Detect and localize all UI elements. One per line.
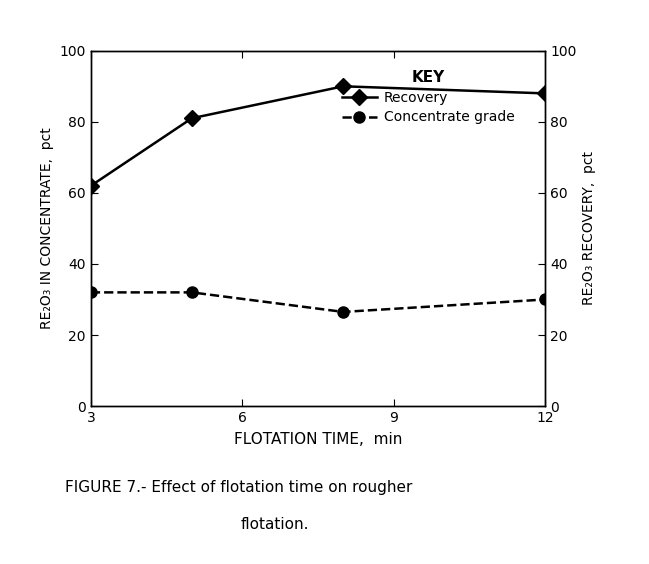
Text: flotation.: flotation. <box>240 517 309 532</box>
X-axis label: FLOTATION TIME,  min: FLOTATION TIME, min <box>234 432 402 447</box>
Y-axis label: RE₂O₃ IN CONCENTRATE,  pct: RE₂O₃ IN CONCENTRATE, pct <box>40 127 54 329</box>
Text: FIGURE 7.- Effect of flotation time on rougher: FIGURE 7.- Effect of flotation time on r… <box>65 481 412 495</box>
Y-axis label: RE₂O₃ RECOVERY,  pct: RE₂O₃ RECOVERY, pct <box>582 151 596 306</box>
Legend: Recovery, Concentrate grade: Recovery, Concentrate grade <box>337 65 520 130</box>
